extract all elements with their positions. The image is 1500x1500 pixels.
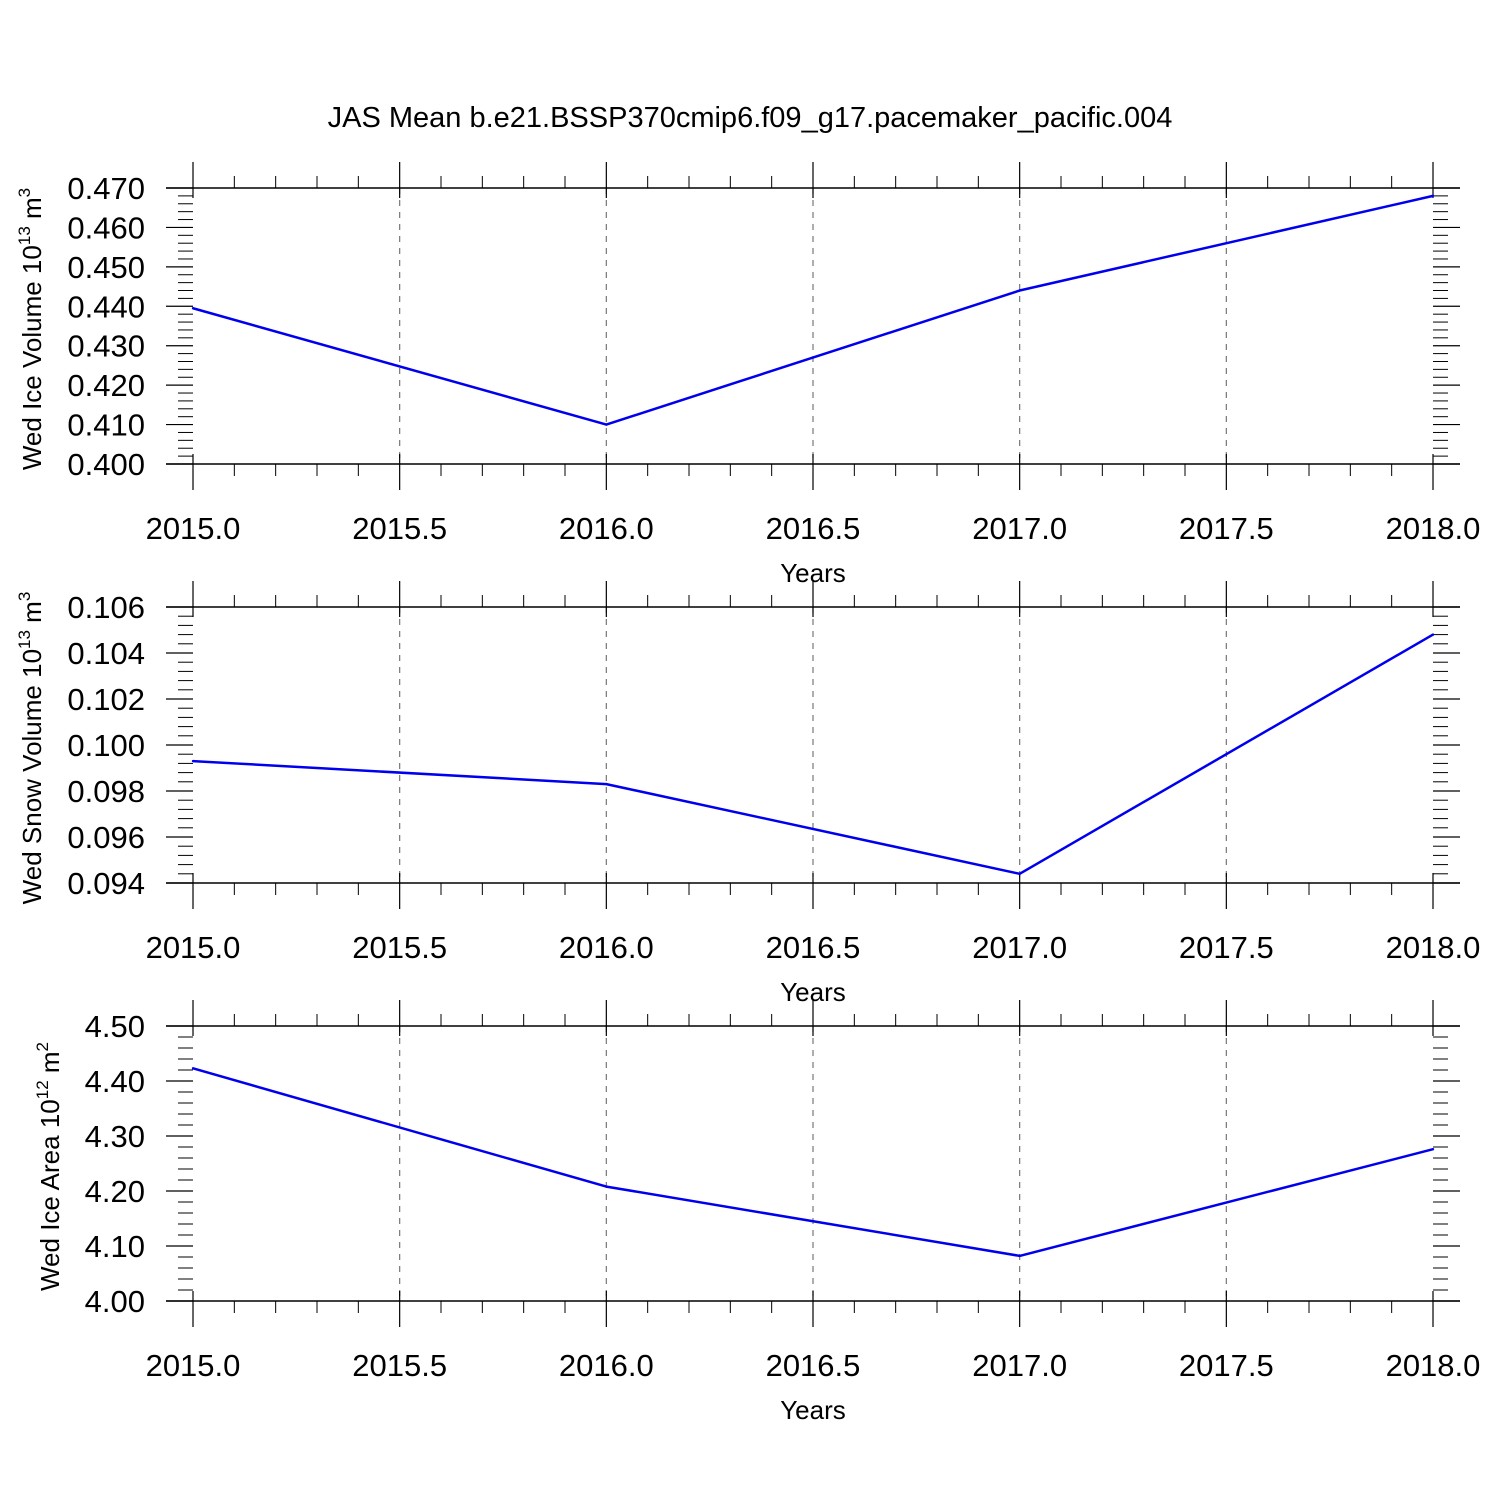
series-line — [192, 1067, 1434, 1258]
x-tick-label: 2017.5 — [1179, 511, 1274, 546]
y-tick-label: 4.10 — [85, 1229, 145, 1264]
x-tick-label: 2015.0 — [146, 511, 241, 546]
x-tick-label: 2015.5 — [352, 511, 447, 546]
data-point — [1431, 1148, 1435, 1151]
panels: 2015.0 2015.5 2016.0 2016.5 2017.0 2017.5 2018… — [15, 162, 1480, 1425]
x-tick-label: 2017.5 — [1179, 930, 1274, 965]
series-line — [192, 633, 1434, 876]
data-point — [605, 782, 608, 786]
x-tick-label: 2015.5 — [352, 1348, 447, 1383]
y-axis-label-exponent: 12 — [33, 1080, 52, 1099]
figure-title: JAS Mean b.e21.BSSP370cmip6.f09_g17.pace… — [328, 102, 1173, 134]
x-tick-label: 2016.5 — [766, 511, 861, 546]
y-tick-label: 0.430 — [67, 329, 145, 364]
y-axis-label-unit: m — [17, 197, 47, 226]
chart-panel-3: 2015.0 2015.5 2016.0 2016.5 2017.0 2017.5 2018… — [33, 1000, 1480, 1425]
y-tick-label: 0.096 — [67, 820, 145, 855]
y-tick-label: 0.094 — [67, 866, 145, 901]
y-tick-label: 0.450 — [67, 250, 145, 285]
data-point — [1431, 194, 1435, 198]
y-axis-label: Wed Ice Area 1012 m2 — [33, 1042, 65, 1291]
data-point — [1018, 289, 1021, 292]
data-point — [1431, 633, 1435, 636]
x-tick-label: 2015.0 — [146, 930, 241, 965]
data-point — [605, 423, 608, 426]
x-tick-label: 2016.5 — [766, 1348, 861, 1383]
y-axis-label-text: Wed Ice Volume 10 — [17, 245, 47, 470]
y-tick-label: 4.50 — [85, 1009, 145, 1044]
x-tick-labels: 2015.0 2015.5 2016.0 2016.5 2017.0 2017.5 2018… — [146, 511, 1481, 546]
x-tick-labels: 2015.0 2015.5 2016.0 2016.5 2017.0 2017.5 2018… — [146, 930, 1481, 965]
y-tick-label: 4.40 — [85, 1064, 145, 1099]
x-tick-label: 2018.0 — [1386, 930, 1481, 965]
y-tick-label: 0.104 — [67, 636, 145, 671]
y-tick-label: 0.400 — [67, 447, 145, 482]
y-axis-label: Wed Snow Volume 1013 m3 — [15, 592, 47, 905]
data-point — [1018, 1254, 1021, 1258]
x-tick-label: 2017.5 — [1179, 1348, 1274, 1383]
y-tick-label: 0.106 — [67, 590, 145, 625]
x-tick-label: 2015.5 — [352, 930, 447, 965]
x-tick-label: 2016.0 — [559, 930, 654, 965]
x-tick-label: 2016.5 — [766, 930, 861, 965]
y-tick-label: 0.420 — [67, 368, 145, 403]
x-tick-label: 2017.0 — [972, 511, 1067, 546]
data-point — [191, 307, 195, 310]
y-axis-label: Wed Ice Volume 1013 m3 — [15, 188, 47, 470]
y-tick-label: 0.102 — [67, 682, 145, 717]
y-axis-label-unit: m — [35, 1051, 65, 1080]
y-tick-label: 0.470 — [67, 171, 145, 206]
y-tick-label: 0.410 — [67, 408, 145, 443]
data-point — [605, 1185, 608, 1188]
y-axis-label-unit-exponent: 2 — [33, 1042, 52, 1051]
y-axis-label-text: Wed Snow Volume 10 — [17, 649, 47, 904]
x-tick-labels: 2015.0 2015.5 2016.0 2016.5 2017.0 2017.5 2018… — [146, 1348, 1481, 1383]
data-point — [191, 759, 195, 763]
y-axis-label-exponent: 13 — [15, 630, 34, 649]
x-tick-label: 2018.0 — [1386, 511, 1481, 546]
x-axis-label: Years — [780, 1395, 846, 1425]
y-axis-label-unit: m — [17, 601, 47, 630]
y-tick-labels: 0.400 0.410 0.420 0.430 0.440 0.450 0.460 0.470 — [67, 171, 145, 482]
y-tick-label: 4.20 — [85, 1174, 145, 1209]
y-tick-label: 4.30 — [85, 1119, 145, 1154]
y-tick-labels: 4.00 4.10 4.20 4.30 4.40 4.50 — [85, 1009, 145, 1319]
y-tick-label: 0.460 — [67, 210, 145, 245]
x-tick-label: 2016.0 — [559, 1348, 654, 1383]
y-tick-labels: 0.094 0.096 0.098 0.100 0.102 0.104 0.106 — [67, 590, 145, 901]
y-tick-label: 0.440 — [67, 289, 145, 324]
y-tick-label: 4.00 — [85, 1284, 145, 1319]
x-tick-label: 2015.0 — [146, 1348, 241, 1383]
chart-panel-1: 2015.0 2015.5 2016.0 2016.5 2017.0 2017.5 2018… — [15, 162, 1480, 588]
y-tick-label: 0.098 — [67, 774, 145, 809]
chart-panel-2: 2015.0 2015.5 2016.0 2016.5 2017.0 2017.5 2018… — [15, 581, 1480, 1007]
x-tick-label: 2018.0 — [1386, 1348, 1481, 1383]
x-tick-label: 2016.0 — [559, 511, 654, 546]
x-tick-label: 2017.0 — [972, 930, 1067, 965]
series-line — [192, 194, 1434, 426]
y-axis-label-text: Wed Ice Area 10 — [35, 1099, 65, 1291]
data-point — [1018, 872, 1021, 875]
y-tick-label: 0.100 — [67, 728, 145, 763]
data-point — [191, 1067, 195, 1070]
y-axis-label-unit-exponent: 3 — [15, 188, 34, 197]
y-axis-label-unit-exponent: 3 — [15, 592, 34, 601]
y-axis-label-exponent: 13 — [15, 226, 34, 245]
x-tick-label: 2017.0 — [972, 1348, 1067, 1383]
